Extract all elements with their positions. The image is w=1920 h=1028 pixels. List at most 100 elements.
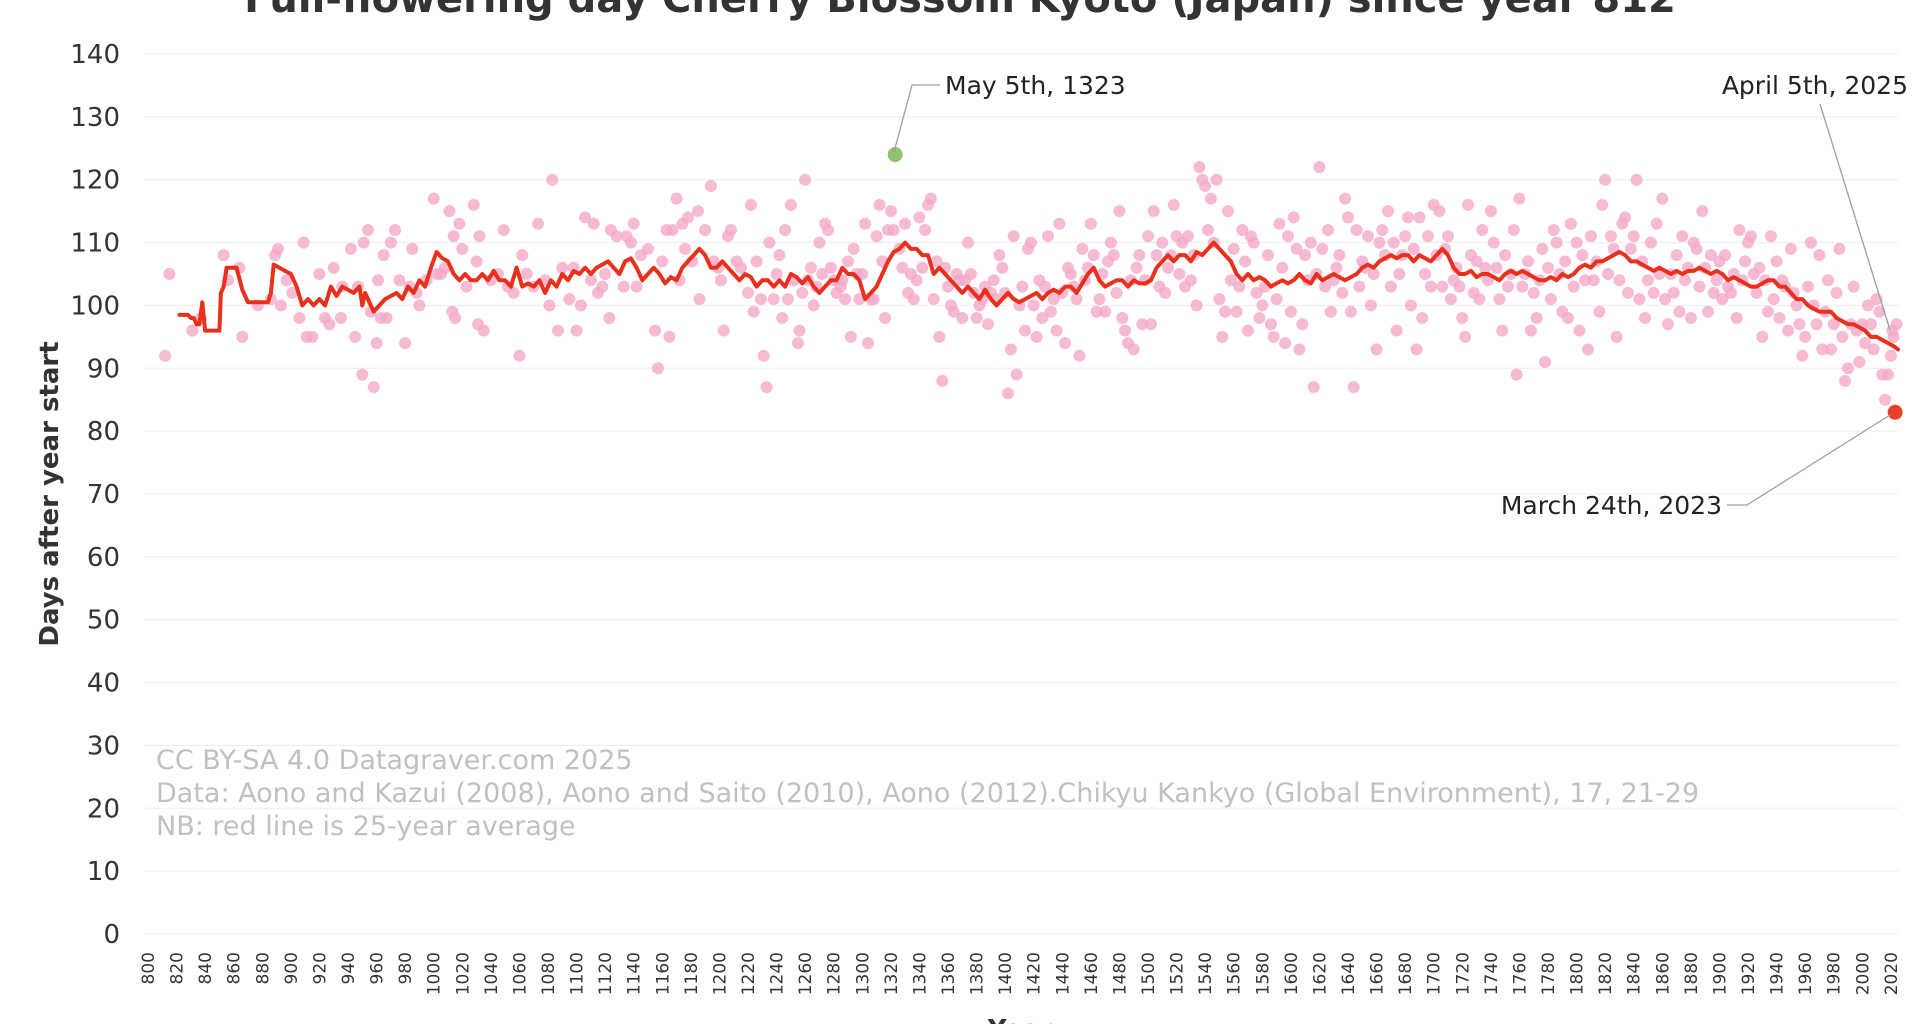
x-tick-label: 1800 — [1568, 952, 1588, 995]
x-tick-label: 960 — [368, 952, 388, 984]
data-point — [747, 305, 760, 318]
data-point — [1542, 261, 1554, 274]
data-point — [1273, 217, 1286, 230]
data-point — [1130, 261, 1143, 274]
note-license: CC BY-SA 4.0 Datagraver.com 2025 — [156, 745, 633, 776]
data-point — [563, 293, 576, 306]
data-point — [1056, 286, 1069, 299]
data-point — [1202, 224, 1214, 236]
data-point — [1073, 349, 1086, 362]
data-point — [1422, 230, 1434, 243]
x-tick-label: 1220 — [739, 952, 759, 995]
data-point — [1539, 356, 1552, 368]
data-point — [1762, 305, 1774, 318]
data-point — [556, 261, 569, 274]
data-point — [1650, 217, 1663, 230]
data-point — [1047, 293, 1060, 306]
data-point — [927, 293, 940, 306]
data-point — [334, 312, 347, 324]
data-point — [839, 293, 852, 306]
data-point — [570, 324, 583, 337]
x-tick-label: 1560 — [1225, 952, 1245, 995]
data-point — [1859, 337, 1872, 350]
data-point — [1744, 230, 1757, 243]
data-point — [679, 242, 692, 255]
data-point — [1219, 305, 1232, 318]
data-point — [656, 255, 669, 268]
data-point — [870, 230, 883, 243]
data-point — [879, 312, 892, 324]
data-point — [370, 337, 383, 350]
data-point — [1416, 312, 1429, 324]
data-point — [1410, 343, 1423, 356]
data-point — [807, 299, 820, 312]
x-tick-label: 920 — [310, 952, 330, 984]
data-point — [1810, 318, 1823, 331]
data-point — [1347, 381, 1360, 394]
data-point — [1864, 318, 1877, 331]
data-point — [956, 312, 969, 324]
x-axis-label: Year — [987, 1015, 1053, 1024]
data-point — [1242, 324, 1254, 337]
data-point — [1264, 318, 1277, 331]
x-tick-label: 1320 — [882, 952, 902, 995]
data-point — [1493, 293, 1506, 306]
x-tick-label: 1060 — [510, 952, 530, 995]
data-point — [842, 255, 854, 268]
data-point — [930, 255, 943, 268]
data-point — [1107, 249, 1120, 262]
data-point — [1156, 236, 1169, 249]
x-tick-label: 1120 — [596, 952, 616, 995]
data-point — [1833, 242, 1846, 255]
data-point — [1190, 299, 1203, 312]
data-point — [1553, 268, 1566, 280]
y-tick-label: 10 — [87, 857, 120, 887]
data-point — [1399, 230, 1412, 243]
data-point — [750, 255, 763, 268]
data-point — [1613, 274, 1626, 287]
data-point — [280, 274, 293, 287]
data-point — [1027, 299, 1040, 312]
data-point — [717, 324, 730, 337]
data-point — [1113, 205, 1126, 218]
x-tick-label: 1940 — [1768, 952, 1788, 995]
data-point — [793, 324, 806, 337]
x-tick-label: 1660 — [1368, 952, 1388, 995]
x-tick-label: 1680 — [1396, 952, 1416, 995]
note-average: NB: red line is 25-year average — [156, 811, 576, 842]
x-tick-label: 1780 — [1539, 952, 1559, 995]
data-point — [910, 274, 923, 287]
data-point — [699, 224, 712, 236]
data-point — [993, 249, 1006, 262]
data-point — [1167, 198, 1180, 211]
data-point — [1667, 286, 1680, 299]
data-point — [796, 286, 809, 299]
data-points — [159, 148, 1903, 406]
data-point — [1133, 249, 1146, 262]
data-point — [1624, 242, 1637, 255]
data-point — [1393, 268, 1406, 280]
data-point — [1547, 224, 1560, 236]
data-point — [217, 249, 230, 262]
x-tick-label: 1340 — [910, 952, 930, 995]
data-point — [356, 368, 369, 381]
data-point — [1110, 286, 1123, 299]
data-point — [1193, 161, 1206, 174]
data-point — [520, 268, 533, 280]
data-point — [1627, 230, 1640, 243]
data-point — [1724, 286, 1737, 299]
y-tick-label: 130 — [70, 103, 120, 133]
data-point — [1587, 274, 1600, 287]
data-point — [670, 192, 683, 205]
data-point — [663, 330, 676, 343]
data-point — [543, 299, 556, 312]
data-point — [1353, 280, 1366, 293]
data-point — [286, 286, 299, 299]
data-point — [1739, 255, 1752, 268]
x-tick-label: 1440 — [1053, 952, 1073, 995]
annotation-line-2023 — [1727, 414, 1891, 506]
data-point — [822, 224, 834, 236]
data-point — [1116, 312, 1129, 324]
data-point — [1536, 242, 1549, 255]
